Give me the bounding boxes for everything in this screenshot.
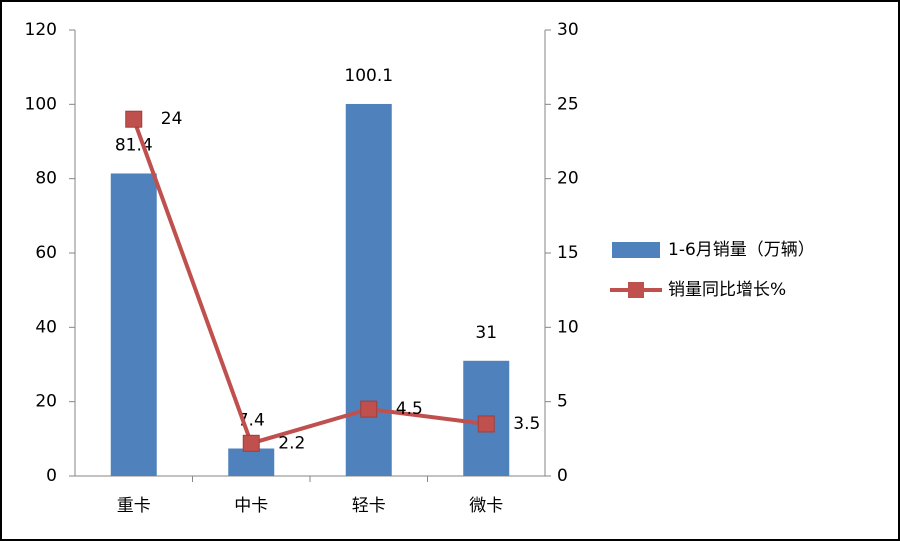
y2-tick-label: 25	[557, 94, 579, 114]
marker	[242, 434, 260, 452]
x-tick-label: 微卡	[469, 496, 503, 516]
y2-tick-label: 15	[557, 243, 579, 263]
data-label: 31	[475, 323, 497, 343]
legend-swatch	[612, 242, 660, 258]
marker	[477, 415, 495, 433]
data-label: 3.5	[513, 414, 540, 434]
bar	[345, 103, 392, 476]
y-tick-label: 100	[25, 94, 57, 114]
y2-tick-label: 10	[557, 317, 579, 337]
data-label: 4.5	[396, 399, 423, 419]
line	[131, 118, 487, 446]
legend-marker	[628, 282, 644, 298]
data-label: 100.1	[344, 66, 393, 86]
y-tick-label: 120	[25, 20, 57, 40]
y-tick-label: 60	[35, 243, 57, 263]
marker	[125, 110, 143, 128]
legend-label: 1-6月销量（万辆）	[668, 240, 815, 260]
y-tick-label: 80	[35, 169, 57, 189]
bar	[110, 173, 157, 477]
y-tick-label: 0	[46, 466, 57, 486]
y2-tick-label: 0	[557, 466, 568, 486]
bar	[228, 448, 275, 476]
y2-tick-label: 20	[557, 169, 579, 189]
y-tick-label: 40	[35, 317, 57, 337]
y2-tick-label: 30	[557, 20, 579, 40]
data-label: 24	[161, 109, 183, 129]
x-tick-label: 中卡	[234, 496, 268, 516]
x-tick-label: 轻卡	[352, 496, 386, 516]
marker	[360, 400, 378, 418]
legend-label: 销量同比增长%	[668, 280, 786, 300]
y2-tick-label: 5	[557, 392, 568, 412]
x-tick-label: 重卡	[117, 496, 151, 516]
y-tick-label: 20	[35, 392, 57, 412]
data-label: 2.2	[278, 433, 305, 453]
